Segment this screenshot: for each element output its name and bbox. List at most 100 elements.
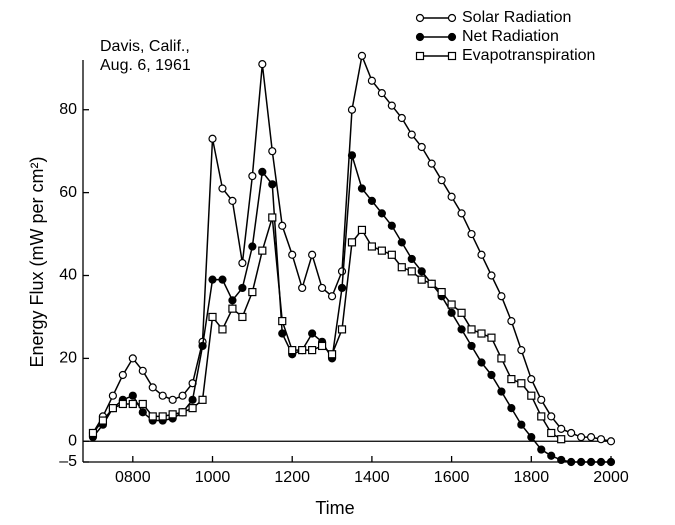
data-point — [347, 105, 357, 114]
data-point — [586, 457, 596, 467]
data-point — [487, 333, 496, 342]
data-point — [208, 134, 217, 143]
data-point — [258, 60, 267, 69]
data-point — [108, 404, 117, 413]
data-point — [188, 404, 197, 413]
data-point — [577, 457, 586, 467]
data-point — [347, 238, 357, 247]
data-point — [128, 399, 137, 409]
data-point — [317, 341, 327, 351]
data-point — [347, 151, 357, 160]
data-point — [367, 196, 377, 206]
data-point — [527, 391, 536, 400]
data-point — [397, 263, 406, 272]
data-point — [437, 287, 446, 297]
data-point — [208, 312, 217, 322]
data-point — [547, 428, 556, 438]
data-point — [148, 412, 157, 421]
data-point — [128, 354, 137, 363]
x-tick-label: 1200 — [274, 469, 310, 486]
data-point — [447, 192, 456, 201]
data-point — [308, 329, 317, 338]
data-point — [497, 387, 506, 396]
data-point — [118, 370, 127, 380]
data-point — [158, 391, 167, 400]
data-point — [507, 316, 516, 326]
data-point — [128, 391, 137, 400]
data-point — [357, 51, 367, 60]
data-point — [357, 225, 367, 235]
data-point — [248, 171, 257, 181]
data-point — [288, 346, 297, 355]
legend-label: Solar Radiation — [462, 9, 571, 26]
data-point — [517, 379, 526, 388]
data-point — [278, 316, 287, 326]
data-point — [218, 184, 227, 193]
data-point — [228, 296, 237, 305]
data-point — [477, 250, 486, 259]
data-point — [238, 312, 247, 322]
data-point — [547, 412, 556, 421]
data-point — [457, 209, 466, 218]
data-point — [357, 184, 367, 193]
data-point — [327, 292, 337, 301]
data-point — [337, 283, 347, 293]
legend-marker — [415, 13, 425, 23]
x-tick-label: 1400 — [354, 469, 390, 486]
data-point — [258, 246, 267, 255]
y-tick-label: 40 — [59, 267, 77, 284]
y-tick-label: 80 — [59, 101, 77, 118]
x-tick-label: 1000 — [195, 469, 231, 486]
legend-marker — [415, 51, 425, 61]
data-point — [557, 435, 566, 444]
data-point — [417, 142, 426, 152]
data-point — [417, 267, 426, 276]
data-point — [98, 416, 108, 425]
data-point — [268, 180, 277, 189]
data-point — [108, 391, 117, 400]
annotation: Aug. 6, 1961 — [100, 57, 191, 74]
data-point — [198, 395, 207, 404]
data-point — [477, 358, 486, 367]
data-point — [308, 250, 317, 259]
data-point — [407, 267, 416, 276]
legend-marker — [415, 32, 425, 42]
data-point — [308, 346, 317, 355]
data-point — [228, 196, 237, 206]
data-point — [586, 433, 596, 442]
data-point — [606, 437, 616, 446]
y-axis-label: Energy Flux (mW per cm²) — [27, 156, 47, 367]
data-point — [367, 242, 377, 251]
data-point — [387, 101, 396, 110]
data-point — [248, 287, 257, 297]
data-point — [138, 366, 147, 375]
y-tick-label: 60 — [59, 184, 77, 201]
legend-marker — [447, 13, 457, 23]
data-point — [218, 275, 227, 284]
data-point — [457, 308, 466, 317]
data-point — [317, 283, 327, 293]
data-point — [497, 292, 506, 301]
data-point — [427, 159, 436, 168]
data-point — [377, 246, 386, 255]
data-point — [447, 308, 456, 317]
series-line — [92, 217, 562, 440]
data-point — [327, 350, 337, 359]
x-tick-label: 1800 — [514, 469, 550, 486]
data-point — [88, 428, 98, 438]
legend-marker — [447, 51, 457, 61]
data-point — [387, 221, 396, 230]
data-point — [168, 410, 177, 419]
x-axis-label: Time — [315, 498, 354, 518]
data-point — [238, 258, 247, 268]
data-point — [567, 428, 576, 438]
data-point — [397, 238, 406, 247]
data-point — [507, 375, 516, 384]
data-point — [487, 271, 496, 280]
data-point — [158, 412, 167, 421]
data-point — [228, 304, 237, 313]
data-point — [467, 341, 476, 351]
data-point — [596, 457, 606, 467]
x-tick-label: 1600 — [434, 469, 470, 486]
